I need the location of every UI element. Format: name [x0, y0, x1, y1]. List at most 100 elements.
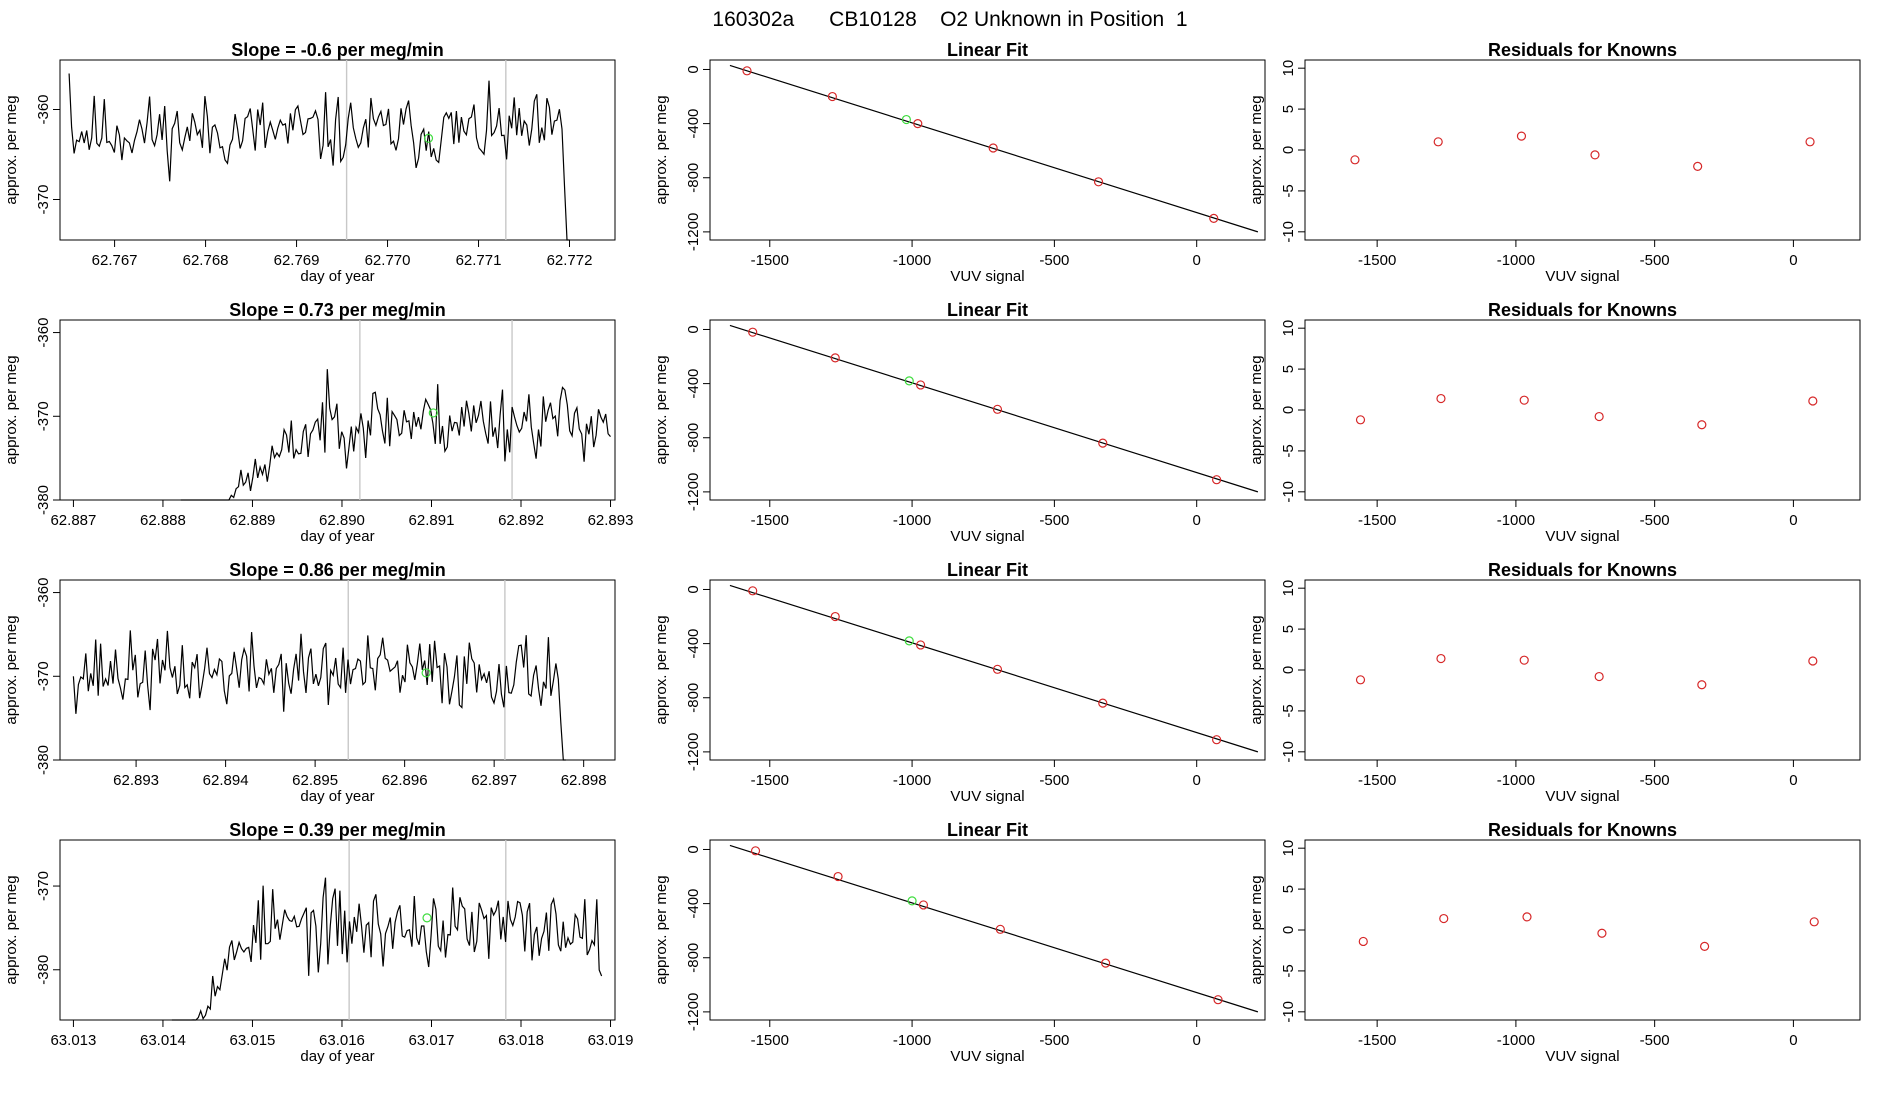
x-tick-label: 0 — [1789, 1032, 1797, 1049]
panel-title: Linear Fit — [947, 40, 1028, 60]
known-point — [992, 664, 1003, 674]
plot-frame — [1304, 579, 1861, 761]
x-axis-label: VUV signal — [950, 1048, 1024, 1065]
residual-point — [1522, 912, 1532, 922]
known-point — [827, 91, 837, 102]
y-axis-label: approx. per meg — [1248, 875, 1265, 984]
y-tick-label: 0 — [685, 845, 702, 853]
data-trace — [72, 630, 566, 761]
x-tick-label: 0 — [1193, 772, 1201, 789]
unknown-mean-point — [423, 133, 434, 143]
y-axis-label: approx. per meg — [653, 875, 670, 984]
y-tick-label: -5 — [1280, 964, 1297, 977]
y-tick-label: 0 — [1280, 406, 1297, 414]
x-tick-label: -1500 — [1358, 1032, 1396, 1049]
panel-linear-fit-row-2: Linear Fit -1500 -1000 -500 0 0 -400 -800 -1200 V… — [653, 300, 1266, 545]
residual-point — [1697, 680, 1707, 690]
y-tick-label: -5 — [1280, 184, 1297, 197]
fit-line — [729, 844, 1259, 1013]
y-tick-label: -800 — [685, 683, 702, 713]
known-point — [1093, 177, 1104, 187]
residual-point — [1350, 155, 1360, 165]
x-tick-label: -1500 — [1358, 512, 1396, 529]
panel-residuals-row-3: Residuals for Knowns -1500 -1000 -500 0 10 5 0 -… — [1248, 560, 1861, 805]
x-tick-label: 62.895 — [292, 772, 338, 789]
x-tick-label: -1000 — [893, 512, 931, 529]
residual-point — [1436, 653, 1446, 664]
x-tick-label: 63.013 — [50, 1032, 96, 1049]
x-tick-label: -1000 — [1497, 512, 1535, 529]
y-tick-label: -360 — [35, 578, 52, 608]
panel-title: Slope = -0.6 per meg/min — [231, 40, 444, 60]
y-tick-label: -1200 — [685, 733, 702, 771]
x-tick-label: 62.890 — [319, 512, 365, 529]
plot-frame — [709, 319, 1266, 501]
y-tick-label: -5 — [1280, 444, 1297, 457]
x-tick-label: 63.015 — [230, 1032, 276, 1049]
x-tick-label: -1000 — [893, 772, 931, 789]
panel-residuals-row-4: Residuals for Knowns -1500 -1000 -500 0 10 5 0 -… — [1248, 820, 1861, 1065]
x-tick-label: 62.893 — [588, 512, 634, 529]
y-axis-label: approx. per meg — [3, 875, 20, 984]
panel-title: Linear Fit — [947, 300, 1028, 320]
plot-frame — [1304, 59, 1861, 241]
y-tick-label: -800 — [685, 943, 702, 973]
y-tick-label: -370 — [35, 871, 52, 901]
x-axis-label: day of year — [300, 528, 374, 545]
x-tick-label: -500 — [1640, 772, 1670, 789]
unknown-point — [904, 376, 914, 386]
known-point — [750, 846, 761, 856]
x-axis-label: VUV signal — [950, 788, 1024, 805]
x-tick-label: -500 — [1640, 1032, 1670, 1049]
x-tick-label: -500 — [1039, 252, 1069, 269]
panel-time-series-row-3: Slope = 0.86 per meg/min 62.893 62.894 62.8… — [3, 560, 616, 805]
panel-linear-fit-row-4: Linear Fit -1500 -1000 -500 0 0 -400 -800 -1200 V… — [653, 820, 1266, 1065]
data-trace — [171, 877, 603, 1021]
panel-residuals-row-2: Residuals for Knowns -1500 -1000 -500 0 10 5 0 -… — [1248, 300, 1861, 545]
panel-grid: Slope = -0.6 per meg/min 62.767 62.768 62.7… — [3, 40, 1861, 1065]
y-axis-label: approx. per meg — [1248, 355, 1265, 464]
x-tick-label: 63.018 — [498, 1032, 544, 1049]
residual-point — [1516, 131, 1527, 141]
y-axis-label: approx. per meg — [1248, 615, 1265, 724]
x-tick-label: 62.889 — [230, 512, 276, 529]
y-tick-label: 0 — [1280, 666, 1297, 674]
y-tick-label: -400 — [685, 369, 702, 399]
y-tick-label: -10 — [1280, 481, 1297, 503]
x-axis-label: VUV signal — [1545, 268, 1619, 285]
x-tick-label: 63.019 — [588, 1032, 634, 1049]
x-tick-label: 62.891 — [409, 512, 455, 529]
known-point — [1212, 735, 1222, 745]
x-tick-label: -1500 — [751, 512, 789, 529]
panel-time-series-row-2: Slope = 0.73 per meg/min 62.887 62.888 62.8… — [3, 300, 633, 545]
panel-linear-fit-row-1: Linear Fit -1500 -1000 -500 0 0 -400 -800 -1200 V… — [653, 40, 1266, 285]
x-tick-label: 62.770 — [365, 252, 411, 269]
x-tick-label: 62.772 — [547, 252, 593, 269]
panel-title: Residuals for Knowns — [1488, 300, 1677, 320]
known-point — [913, 119, 923, 129]
x-tick-label: 62.767 — [92, 252, 138, 269]
residual-point — [1439, 913, 1449, 924]
x-tick-label: -500 — [1640, 252, 1670, 269]
y-tick-label: -370 — [35, 401, 52, 431]
known-point — [830, 353, 840, 363]
plot-frame — [709, 579, 1266, 761]
residual-point — [1808, 656, 1818, 666]
x-tick-label: 0 — [1789, 772, 1797, 789]
residual-point — [1519, 395, 1529, 405]
residual-point — [1355, 415, 1366, 425]
panel-title: Slope = 0.39 per meg/min — [229, 820, 446, 840]
plot-frame — [709, 839, 1266, 1021]
known-point — [988, 143, 998, 153]
y-tick-label: -380 — [35, 955, 52, 985]
residual-point — [1809, 917, 1819, 927]
x-tick-label: -1000 — [893, 1032, 931, 1049]
x-tick-label: -1000 — [1497, 1032, 1535, 1049]
y-tick-label: -380 — [35, 745, 52, 775]
y-axis-label: approx. per meg — [653, 355, 670, 464]
x-tick-label: 62.898 — [561, 772, 607, 789]
data-trace — [180, 369, 611, 501]
x-axis-label: VUV signal — [950, 528, 1024, 545]
y-tick-label: -360 — [35, 318, 52, 348]
y-tick-label: 5 — [1280, 625, 1297, 633]
